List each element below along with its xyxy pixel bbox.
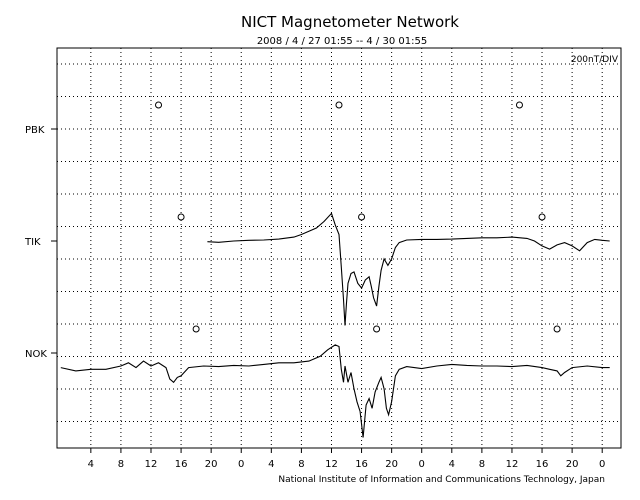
x-tick-label: 4 [449,459,455,470]
plot-frame [56,47,622,449]
noon-marker [515,101,523,109]
trace-nok [60,344,610,438]
x-tick-label: 4 [88,459,94,470]
x-tick-label: 12 [145,459,158,470]
x-ticks: 4 8 12 16 20 0 4 8 12 16 20 0 4 8 12 16 20 0 [88,448,605,470]
station-label: PBK [25,125,45,136]
scale-label: 200nT/DIV [571,55,619,65]
x-tick-label: 0 [599,459,605,470]
x-tick-label: 4 [268,459,274,470]
noon-marker [155,101,163,109]
noon-marker [538,213,546,221]
noon-marker [335,101,343,109]
x-tick-label: 8 [298,459,304,470]
grid [51,48,621,448]
noon-marker [358,213,366,221]
x-tick-label: 16 [355,459,368,470]
chart-subtitle: 2008 / 4 / 27 01:55 -- 4 / 30 01:55 [257,36,427,47]
x-tick-label: 16 [175,459,188,470]
x-tick-label: 0 [238,459,244,470]
station-label: NOK [25,349,47,360]
x-tick-label: 12 [325,459,338,470]
noon-marker [177,213,185,221]
trace-tik [207,212,610,326]
x-tick-label: 20 [385,459,398,470]
station-label: TIK [24,237,41,248]
station-labels: PBK TIK NOK [24,125,47,360]
noon-marker [192,325,200,333]
x-tick-label: 0 [419,459,425,470]
x-tick-label: 16 [536,459,549,470]
traces [60,212,610,438]
noon-marker [373,325,381,333]
x-tick-label: 8 [479,459,485,470]
noon-markers [155,101,561,333]
x-tick-label: 20 [205,459,218,470]
x-tick-label: 8 [118,459,124,470]
x-tick-label: 20 [566,459,579,470]
x-tick-label: 12 [506,459,519,470]
chart-title: NICT Magnetometer Network [241,13,459,31]
footer-credit: National Institute of Information and Co… [278,475,605,485]
noon-marker [553,325,561,333]
